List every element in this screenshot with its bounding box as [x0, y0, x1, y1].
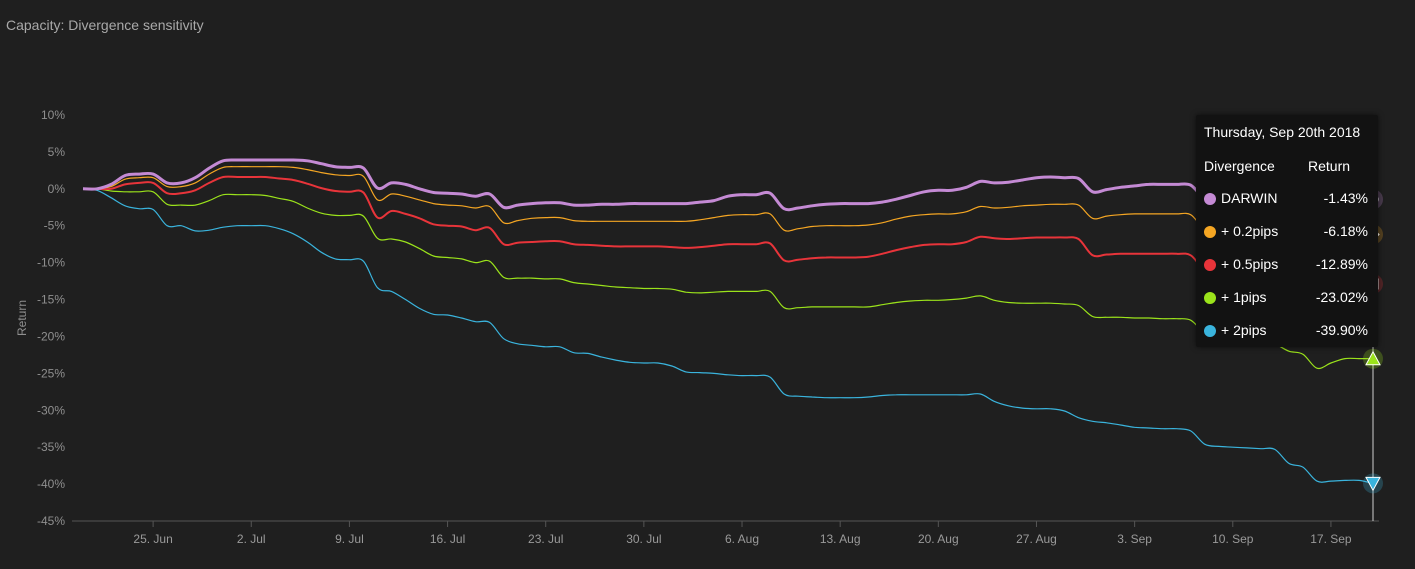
tooltip-date: Thursday, Sep 20th 2018 [1204, 124, 1361, 140]
tooltip-series-name: + 2pips [1221, 322, 1267, 338]
y-tick-label: -5% [44, 219, 66, 233]
x-tick-label: 16. Jul [430, 532, 465, 546]
tooltip-series-name: + 0.5pips [1221, 256, 1279, 272]
legend-dot-icon [1204, 292, 1216, 304]
y-tick-label: 10% [41, 108, 65, 122]
tooltip-row-1pips: + 1pips -23.02% [1196, 288, 1378, 308]
tooltip-header-divergence: Divergence [1204, 158, 1275, 174]
x-tick-label: 13. Aug [820, 532, 861, 546]
series-marker [1365, 476, 1381, 492]
chart-tooltip: Thursday, Sep 20th 2018 Divergence Retur… [1196, 115, 1378, 347]
series-line [82, 166, 1374, 235]
x-tick-label: 30. Jul [626, 532, 661, 546]
tooltip-header-return: Return [1308, 158, 1351, 174]
tooltip-series-value: -1.43% [1323, 190, 1368, 206]
tooltip-row-0-5pips: + 0.5pips -12.89% [1196, 255, 1378, 275]
y-axis-title: Return [15, 300, 29, 336]
x-tick-label: 3. Sep [1117, 532, 1152, 546]
x-tick-label: 6. Aug [725, 532, 759, 546]
y-tick-label: -30% [37, 403, 65, 417]
x-tick-label: 23. Jul [528, 532, 563, 546]
y-tick-label: -35% [37, 440, 65, 454]
series-line [83, 175, 1373, 286]
x-tick-label: 2. Jul [237, 532, 266, 546]
x-tick-label: 27. Aug [1016, 532, 1057, 546]
series-line [82, 188, 1374, 370]
tooltip-row-darwin: DARWIN -1.43% [1196, 189, 1378, 209]
tooltip-series-name: + 0.2pips [1221, 223, 1279, 239]
tooltip-row-0-2pips: + 0.2pips -6.18% [1196, 222, 1378, 242]
series-line [82, 188, 1374, 484]
x-tick-label: 20. Aug [918, 532, 959, 546]
tooltip-series-name: + 1pips [1221, 289, 1267, 305]
legend-dot-icon [1204, 226, 1216, 238]
tooltip-series-value: -12.89% [1315, 256, 1368, 272]
tooltip-row-2pips: + 2pips -39.90% [1196, 321, 1378, 341]
y-tick-label: 0% [48, 182, 66, 196]
x-tick-label: 9. Jul [335, 532, 364, 546]
legend-dot-icon [1204, 193, 1216, 205]
legend-dot-icon [1204, 325, 1216, 337]
x-tick-label: 25. Jun [133, 532, 172, 546]
y-tick-label: -20% [37, 329, 65, 343]
x-tick-label: 10. Sep [1212, 532, 1254, 546]
y-tick-label: -25% [37, 366, 65, 380]
y-tick-label: -40% [37, 477, 65, 491]
series-line [82, 158, 1374, 212]
tooltip-series-value: -39.90% [1315, 322, 1368, 338]
y-tick-label: -15% [37, 293, 65, 307]
tooltip-series-name: DARWIN [1221, 190, 1278, 206]
x-tick-label: 17. Sep [1310, 532, 1352, 546]
chart-title: Capacity: Divergence sensitivity [6, 17, 204, 33]
y-tick-label: 5% [48, 145, 66, 159]
legend-dot-icon [1204, 259, 1216, 271]
tooltip-series-value: -6.18% [1323, 223, 1368, 239]
y-tick-label: -10% [37, 256, 65, 270]
y-tick-label: -45% [37, 514, 65, 528]
series-marker [1365, 350, 1381, 366]
tooltip-series-value: -23.02% [1315, 289, 1368, 305]
